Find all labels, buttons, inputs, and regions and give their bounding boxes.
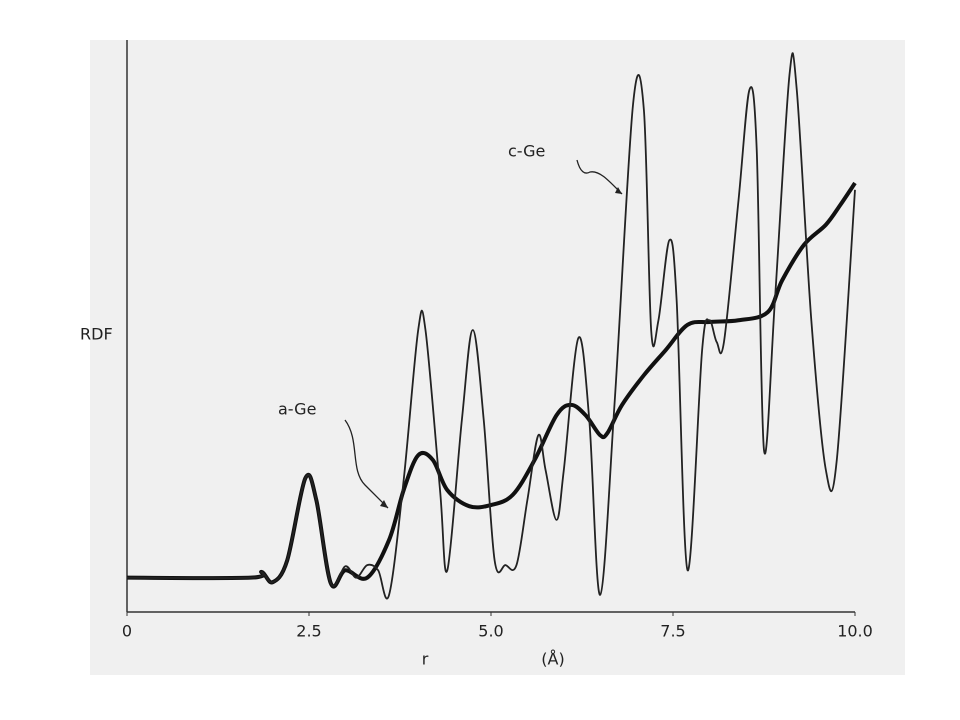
y-axis-label: RDF [80, 325, 113, 344]
x-axis-unit: (Å) [541, 650, 564, 669]
annotation-arrow [576, 159, 623, 195]
line-series [126, 52, 856, 600]
annotation-arrow [344, 419, 389, 509]
arrowhead [615, 187, 622, 194]
x-tick-label: 7.5 [660, 622, 685, 641]
x-tick-label: 2.5 [296, 622, 321, 641]
x-tick-label: 10.0 [837, 622, 873, 641]
x-tick-label: 0 [122, 622, 132, 641]
annotation: a-Ge [278, 400, 316, 419]
x-tick-label: 5.0 [478, 622, 503, 641]
arrowhead [380, 500, 388, 508]
annotation: c-Ge [508, 142, 545, 161]
background [90, 40, 905, 675]
x-axis-label: r [422, 650, 429, 669]
plot-area: 0 2.5 5.0 7.5 10.0 [122, 52, 873, 641]
